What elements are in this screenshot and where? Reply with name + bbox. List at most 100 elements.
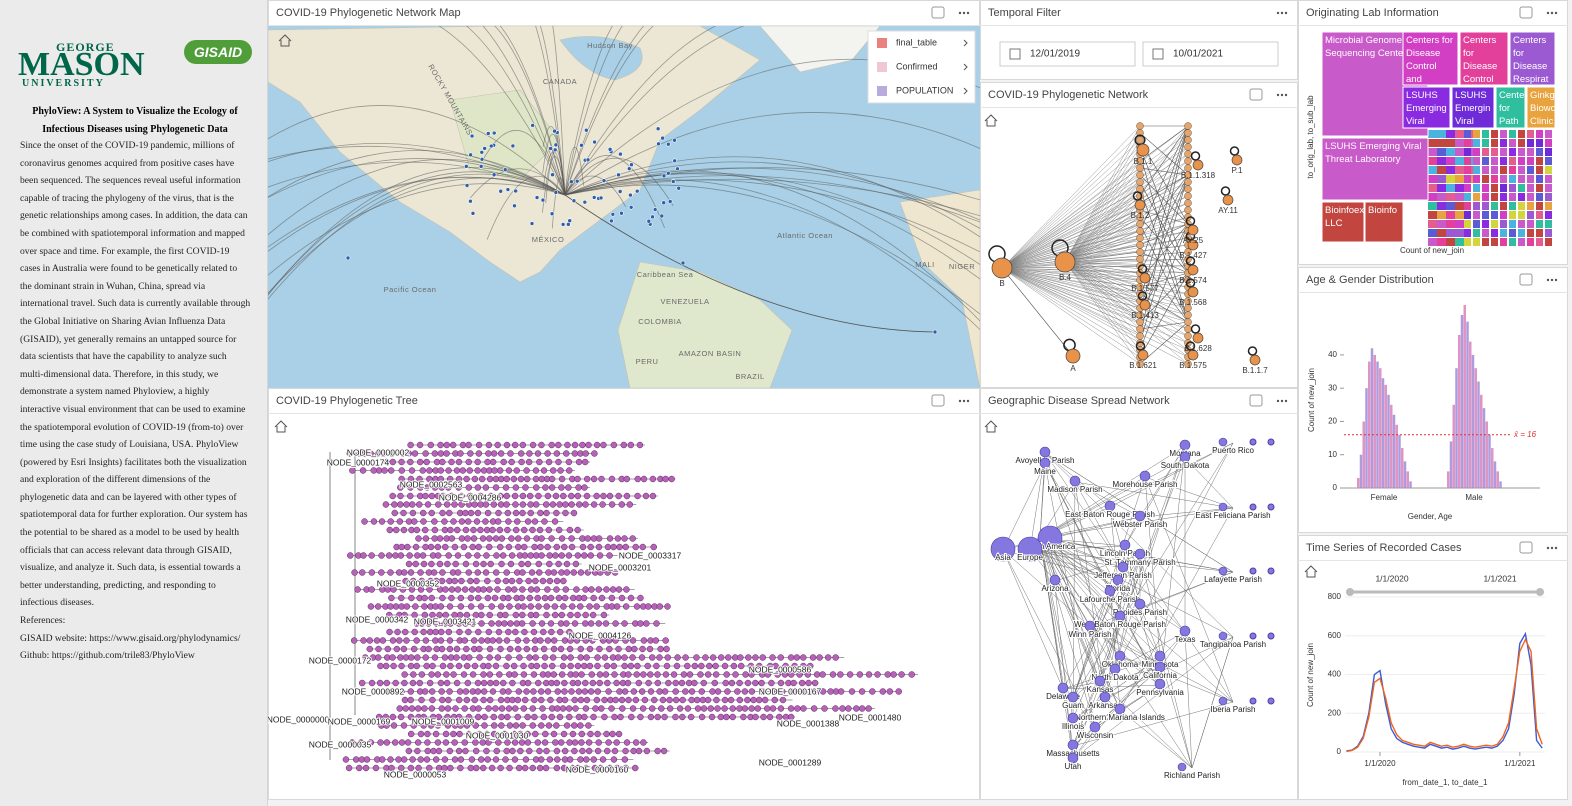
home-button[interactable]: [984, 114, 998, 127]
node[interactable]: [1134, 510, 1146, 522]
menu-dot[interactable]: [1550, 546, 1554, 550]
treemap-cell[interactable]: [1495, 86, 1526, 129]
node[interactable]: [1134, 548, 1146, 560]
menu-dot[interactable]: [1554, 278, 1558, 282]
date-input[interactable]: [1142, 41, 1279, 67]
menu-dot[interactable]: [1284, 399, 1288, 403]
node[interactable]: [1137, 349, 1149, 361]
node[interactable]: [1192, 332, 1204, 344]
menu-dot[interactable]: [1546, 11, 1550, 15]
menu-dot[interactable]: [1284, 11, 1288, 15]
home-button[interactable]: [274, 420, 288, 433]
menu-dot[interactable]: [1276, 93, 1280, 97]
node[interactable]: [1069, 475, 1081, 487]
layer-name[interactable]: Confirmed: [896, 61, 938, 71]
menu-dot[interactable]: [966, 399, 970, 403]
node[interactable]: [1017, 536, 1043, 562]
node[interactable]: [1179, 625, 1191, 637]
panel-icon[interactable]: [1249, 88, 1263, 101]
menu-dot[interactable]: [1554, 11, 1558, 15]
node[interactable]: [1179, 451, 1191, 463]
node[interactable]: [1037, 525, 1063, 551]
layer-name[interactable]: final_table: [896, 37, 937, 47]
menu-dot[interactable]: [1280, 399, 1284, 403]
node[interactable]: [1222, 194, 1234, 206]
menu-dot[interactable]: [958, 399, 962, 403]
node[interactable]: [1134, 598, 1146, 610]
node[interactable]: [1039, 446, 1051, 458]
node[interactable]: [1104, 500, 1116, 512]
panel-icon[interactable]: [1249, 394, 1263, 407]
node[interactable]: [1187, 286, 1199, 298]
node[interactable]: [1139, 272, 1151, 284]
node[interactable]: [1114, 703, 1126, 715]
node[interactable]: [1114, 650, 1126, 662]
panel-icon[interactable]: [931, 394, 945, 407]
node[interactable]: [1065, 348, 1081, 364]
treemap-cell[interactable]: [1526, 86, 1556, 129]
layer-expand[interactable]: [963, 39, 968, 47]
menu-dot[interactable]: [1550, 11, 1554, 15]
node[interactable]: [1067, 752, 1079, 764]
node[interactable]: [1218, 631, 1228, 641]
node[interactable]: [1177, 762, 1187, 772]
menu-dot[interactable]: [962, 399, 966, 403]
node[interactable]: [1119, 539, 1131, 551]
reference[interactable]: GISAID website: https://www.gisaid.org/p…: [20, 632, 241, 644]
menu-dot[interactable]: [1546, 278, 1550, 282]
home-button[interactable]: [278, 34, 292, 47]
node[interactable]: [1139, 470, 1151, 482]
node[interactable]: [1218, 696, 1228, 706]
menu-dot[interactable]: [966, 11, 970, 15]
node[interactable]: [991, 257, 1013, 279]
menu-dot[interactable]: [1276, 11, 1280, 15]
treemap-cell[interactable]: [1321, 137, 1429, 201]
node[interactable]: [1249, 354, 1261, 366]
panel-icon[interactable]: [931, 6, 945, 19]
treemap-cell[interactable]: [1509, 31, 1556, 86]
menu-dot[interactable]: [1280, 11, 1284, 15]
node[interactable]: [1218, 502, 1228, 512]
node[interactable]: [1067, 712, 1079, 724]
node[interactable]: [1187, 264, 1199, 276]
node[interactable]: [1187, 239, 1199, 251]
panel-icon[interactable]: [1519, 541, 1533, 554]
node[interactable]: [1192, 159, 1204, 171]
node[interactable]: [1112, 574, 1124, 586]
layer-name[interactable]: POPULATION: [896, 85, 953, 95]
node[interactable]: [1136, 143, 1150, 157]
node[interactable]: [1218, 437, 1228, 447]
home-button[interactable]: [984, 420, 998, 433]
node[interactable]: [1134, 199, 1146, 211]
treemap-cell[interactable]: [1364, 201, 1404, 243]
node[interactable]: [1117, 561, 1129, 573]
menu-dot[interactable]: [1546, 546, 1550, 550]
node[interactable]: [1039, 457, 1051, 469]
node[interactable]: [1187, 224, 1199, 236]
menu-dot[interactable]: [1550, 278, 1554, 282]
treemap-cell[interactable]: [1459, 31, 1509, 86]
node[interactable]: [1187, 349, 1199, 361]
node[interactable]: [1154, 650, 1166, 662]
home-button[interactable]: [1304, 565, 1318, 578]
menu-dot[interactable]: [1280, 93, 1284, 97]
treemap-cell[interactable]: [1321, 201, 1365, 243]
menu-dot[interactable]: [1554, 546, 1558, 550]
date-input[interactable]: [999, 41, 1136, 67]
treemap-cell[interactable]: [1402, 86, 1451, 129]
node[interactable]: [1094, 675, 1106, 687]
node[interactable]: [1154, 661, 1166, 673]
treemap-cell[interactable]: [1402, 31, 1459, 86]
node[interactable]: [1109, 663, 1121, 675]
slider-handle[interactable]: [1346, 588, 1354, 596]
node[interactable]: [1104, 585, 1116, 597]
node[interactable]: [1067, 739, 1079, 751]
menu-dot[interactable]: [958, 11, 962, 15]
node[interactable]: [1049, 574, 1061, 586]
node[interactable]: [1067, 691, 1079, 703]
layer-expand[interactable]: [963, 63, 968, 71]
node[interactable]: [1139, 299, 1151, 311]
node[interactable]: [1114, 610, 1126, 622]
layer-expand[interactable]: [963, 87, 968, 95]
menu-dot[interactable]: [1284, 93, 1288, 97]
